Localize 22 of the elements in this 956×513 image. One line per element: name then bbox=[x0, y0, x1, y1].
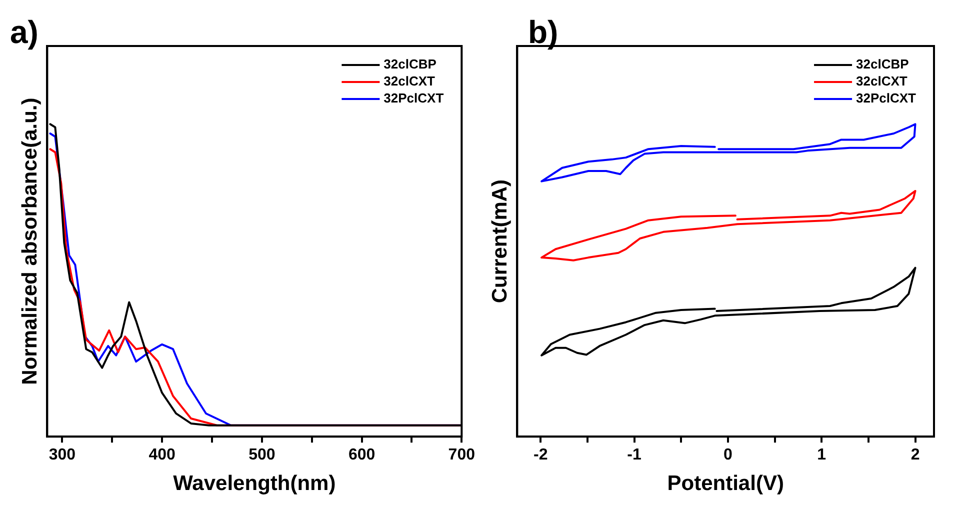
chart-title: a) bbox=[10, 14, 38, 51]
x-tick-label: 0 bbox=[723, 446, 732, 464]
legend-label: 32clCXT bbox=[856, 74, 908, 89]
x-tick-label: -1 bbox=[627, 446, 642, 464]
x-axis-title: Wavelength(nm) bbox=[173, 472, 336, 496]
legend-label: 32clCXT bbox=[384, 74, 436, 89]
legend-label: 32clCBP bbox=[384, 56, 437, 72]
x-tick-label: 500 bbox=[248, 446, 276, 464]
y-axis-title: Current(mA) bbox=[488, 179, 512, 304]
x-tick-label: 400 bbox=[148, 446, 176, 464]
chart-title: b) bbox=[528, 14, 558, 51]
legend-label: 32PclCXT bbox=[856, 90, 916, 106]
x-tick-label: 2 bbox=[910, 446, 920, 464]
x-tick-label: 300 bbox=[48, 446, 76, 464]
x-tick-label: 600 bbox=[348, 446, 376, 464]
legend-label: 32PclCXT bbox=[384, 90, 444, 106]
x-tick-label: 700 bbox=[448, 446, 476, 464]
x-tick-label: -2 bbox=[534, 446, 548, 464]
legend-label: 32clCBP bbox=[856, 56, 910, 72]
x-axis-title: Potential(V) bbox=[667, 472, 784, 496]
x-tick-label: 1 bbox=[817, 446, 826, 464]
y-axis-title: Normalized absorbance(a.u.) bbox=[18, 98, 42, 385]
